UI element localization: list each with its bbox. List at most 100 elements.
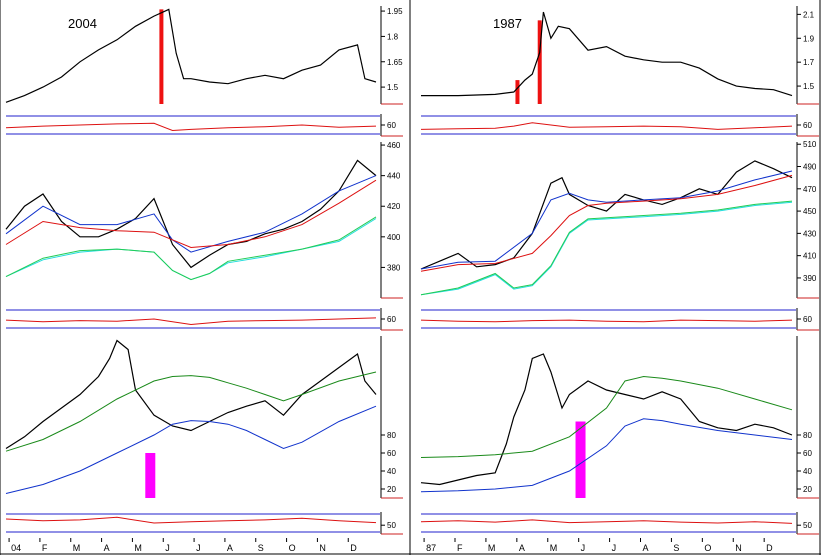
y-tick-label: 80: [803, 431, 812, 440]
panel-left-middle: 460 440 420 400 380: [5, 141, 403, 299]
series-oscillator: [5, 122, 377, 132]
signal-bar: [145, 453, 156, 498]
y-tick-label: 60: [803, 449, 812, 458]
signal-bar: [575, 421, 586, 498]
series-price: [5, 339, 377, 450]
y-tick-label: 450: [803, 207, 817, 216]
x-tick-label: J: [196, 543, 201, 553]
y-tick-label: 40: [803, 467, 812, 476]
x-tick-label: O: [289, 543, 296, 553]
y-tick-label: 50: [803, 521, 812, 530]
y-tick-label: 60: [803, 315, 812, 324]
series-cyan: [420, 201, 793, 296]
x-tick-label: A: [227, 543, 233, 553]
series-oscillator: [420, 319, 793, 323]
y-tick-label: 1.95: [387, 7, 403, 16]
y-tick-label: 510: [803, 140, 817, 149]
series-blue: [420, 170, 793, 270]
x-tick-label: M: [73, 543, 81, 553]
panel-right-middle: 510 490 470 450 430 410 390: [420, 140, 819, 299]
y-tick-label: 20: [387, 485, 396, 494]
x-tick-label: A: [519, 543, 525, 553]
series-price: [420, 160, 793, 270]
series-price: [5, 8, 377, 103]
x-tick-label: M: [550, 543, 558, 553]
series-green: [5, 216, 377, 281]
y-tick-label: 470: [803, 185, 817, 194]
y-tick-label: 1.8: [387, 32, 399, 41]
y-tick-label: 60: [387, 315, 396, 324]
y-tick-label: 460: [387, 141, 401, 150]
y-tick-label: 60: [387, 449, 396, 458]
signal-bar: [159, 9, 164, 104]
y-tick-label: 440: [387, 172, 401, 181]
x-tick-label: N: [735, 543, 742, 553]
series-oscillator: [420, 122, 793, 130]
series-dark_green: [5, 371, 377, 452]
panel-left-bottom: 80 60 40 20: [5, 336, 403, 499]
x-tick-label: J: [165, 543, 170, 553]
y-tick-label: 430: [803, 229, 817, 238]
chart-title: 2004: [68, 16, 97, 31]
x-tick-label: A: [104, 543, 110, 553]
x-tick-label: F: [457, 543, 463, 553]
y-tick-label: 400: [387, 233, 401, 242]
panel-right-bottom: 80 60 40 20: [420, 336, 819, 499]
x-tick-label: S: [673, 543, 679, 553]
y-tick-label: 390: [803, 274, 817, 283]
series-green: [420, 200, 793, 296]
y-tick-label: 1.5: [387, 83, 399, 92]
y-tick-label: 2.1: [803, 10, 815, 19]
x-tick-label: M: [488, 543, 496, 553]
series-oscillator: [5, 516, 377, 524]
y-tick-label: 380: [387, 263, 401, 272]
panel-left-bottom-oscillator: 50 04 F M A M J J A S O N D: [5, 512, 403, 553]
y-tick-label: 1.5: [803, 82, 815, 91]
x-tick-label: J: [581, 543, 586, 553]
x-tick-label: O: [704, 543, 711, 553]
x-tick-label: D: [350, 543, 357, 553]
signal-bar: [537, 20, 542, 105]
panel-right-bottom-oscillator: 50 87 F M A M J J A S O N D: [420, 512, 819, 553]
series-dark_green: [420, 375, 793, 458]
panel-right-top: 2.1 1.9 1.7 1.5 1987: [421, 6, 819, 105]
x-tick-label: M: [134, 543, 142, 553]
y-tick-label: 60: [803, 121, 812, 130]
series-price: [421, 11, 793, 97]
y-tick-label: 490: [803, 163, 817, 172]
y-tick-label: 1.7: [803, 58, 815, 67]
x-tick-label: F: [42, 543, 48, 553]
y-tick-label: 60: [387, 121, 396, 130]
x-tick-label: 87: [426, 543, 436, 553]
chart-title: 1987: [493, 16, 522, 31]
series-blue: [5, 405, 377, 494]
y-tick-label: 1.9: [803, 34, 815, 43]
x-tick-label: A: [643, 543, 649, 553]
x-tick-label: D: [766, 543, 773, 553]
series-red: [5, 179, 377, 249]
panel-left-upper-oscillator: 60: [5, 114, 403, 137]
x-tick-label: N: [319, 543, 326, 553]
series-oscillator: [420, 519, 793, 524]
x-tick-label: S: [258, 543, 264, 553]
x-tick-label: 04: [11, 543, 21, 553]
y-tick-label: 40: [387, 467, 396, 476]
series-oscillator: [5, 317, 377, 326]
y-tick-label: 80: [387, 431, 396, 440]
y-tick-label: 410: [803, 252, 817, 261]
panel-left-middle-oscillator: 60: [5, 308, 403, 331]
series-price: [5, 159, 377, 269]
y-tick-label: 420: [387, 202, 401, 211]
signal-bar: [515, 80, 520, 104]
y-tick-label: 50: [387, 521, 396, 530]
panel-right-middle-oscillator: 60: [420, 308, 819, 331]
series-blue: [420, 418, 793, 493]
series-blue: [5, 175, 377, 253]
series-price: [420, 353, 793, 486]
y-tick-label: 20: [803, 485, 812, 494]
series-red: [420, 174, 793, 272]
y-tick-label: 1.65: [387, 58, 403, 67]
x-tick-label: J: [612, 543, 617, 553]
